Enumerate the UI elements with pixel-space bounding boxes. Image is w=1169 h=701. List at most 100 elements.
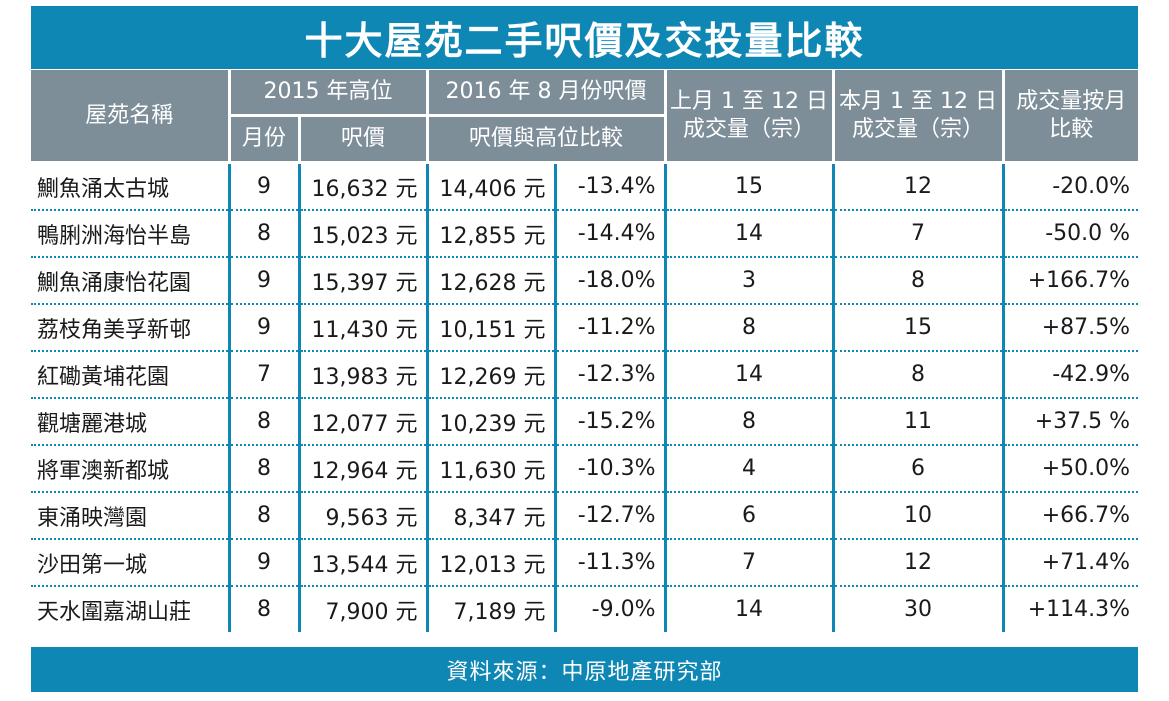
this-month-volume-cell: 8 — [831, 351, 1004, 399]
month-cell: 8 — [227, 492, 299, 540]
header-mom-compare: 成交量按月 比較 — [1001, 70, 1139, 164]
price-cell: 10,151 元 — [425, 304, 556, 352]
mom-cell: +166.7% — [1001, 257, 1139, 305]
header-2016-aug: 2016 年 8 月份呎價 — [425, 70, 666, 117]
mom-cell: +87.5% — [1001, 304, 1139, 352]
diff-cell: -12.3% — [553, 351, 666, 399]
last-month-volume-cell: 7 — [663, 539, 834, 587]
table-row: 天水圍嘉湖山莊 8 7,900 元 7,189 元 -9.0% 14 30 +114.3% — [31, 586, 1139, 632]
month-cell: 8 — [227, 445, 299, 493]
price-cell: 12,855 元 — [425, 210, 556, 258]
diff-cell: -15.2% — [553, 398, 666, 446]
month-cell: 9 — [227, 304, 299, 352]
this-month-volume-cell: 15 — [831, 304, 1004, 352]
this-month-volume-cell: 6 — [831, 445, 1004, 493]
price-cell: 8,347 元 — [425, 492, 556, 540]
high-price-cell: 16,632 元 — [297, 162, 428, 211]
estate-name-cell: 鰂魚涌康怡花園 — [31, 257, 229, 305]
price-cell: 14,406 元 — [425, 162, 556, 211]
table-row: 東涌映灣園 8 9,563 元 8,347 元 -12.7% 6 10 +66.7% — [31, 492, 1139, 540]
price-cell: 7,189 元 — [425, 586, 556, 632]
table-row: 將軍澳新都城 8 12,964 元 11,630 元 -10.3% 4 6 +50.0% — [31, 445, 1139, 493]
table-body: 鰂魚涌太古城 9 16,632 元 14,406 元 -13.4% 15 12 -20.0% 鴨… — [31, 162, 1139, 632]
price-cell: 12,013 元 — [425, 539, 556, 587]
diff-cell: -13.4% — [553, 162, 666, 211]
high-price-cell: 15,397 元 — [297, 257, 428, 305]
mom-cell: +50.0% — [1001, 445, 1139, 493]
header-price: 呎價 — [297, 115, 428, 164]
high-price-cell: 12,077 元 — [297, 398, 428, 446]
last-month-volume-cell: 14 — [663, 210, 834, 258]
diff-cell: -11.3% — [553, 539, 666, 587]
mom-cell: -20.0% — [1001, 162, 1139, 211]
month-cell: 8 — [227, 210, 299, 258]
estate-name-cell: 將軍澳新都城 — [31, 445, 229, 493]
mom-cell: +71.4% — [1001, 539, 1139, 587]
month-cell: 8 — [227, 586, 299, 632]
this-month-volume-cell: 12 — [831, 162, 1004, 211]
high-price-cell: 7,900 元 — [297, 586, 428, 632]
table-row: 鴨脷洲海怡半島 8 15,023 元 12,855 元 -14.4% 14 7 -50.0 % — [31, 210, 1139, 258]
last-month-volume-cell: 8 — [663, 398, 834, 446]
high-price-cell: 13,983 元 — [297, 351, 428, 399]
last-month-volume-cell: 4 — [663, 445, 834, 493]
diff-cell: -10.3% — [553, 445, 666, 493]
month-cell: 7 — [227, 351, 299, 399]
table-row: 觀塘麗港城 8 12,077 元 10,239 元 -15.2% 8 11 +37.5 % — [31, 398, 1139, 446]
mom-cell: +114.3% — [1001, 586, 1139, 632]
price-cell: 11,630 元 — [425, 445, 556, 493]
diff-cell: -11.2% — [553, 304, 666, 352]
estate-name-cell: 紅磡黃埔花園 — [31, 351, 229, 399]
mom-cell: +66.7% — [1001, 492, 1139, 540]
source-note: 資料來源：中原地產研究部 — [31, 647, 1138, 692]
estate-name-cell: 鴨脷洲海怡半島 — [31, 210, 229, 258]
last-month-volume-cell: 14 — [663, 586, 834, 632]
price-cell: 12,269 元 — [425, 351, 556, 399]
header-this-month-volume: 本月 1 至 12 日成交量（宗） — [831, 70, 1004, 164]
price-cell: 12,628 元 — [425, 257, 556, 305]
last-month-volume-cell: 15 — [663, 162, 834, 211]
month-cell: 9 — [227, 162, 299, 211]
table-row: 鰂魚涌康怡花園 9 15,397 元 12,628 元 -18.0% 3 8 +166.7% — [31, 257, 1139, 305]
estate-name-cell: 荔枝角美孚新邨 — [31, 304, 229, 352]
estate-name-cell: 觀塘麗港城 — [31, 398, 229, 446]
mom-cell: -50.0 % — [1001, 210, 1139, 258]
month-cell: 9 — [227, 539, 299, 587]
table-graphic: 十大屋苑二手呎價及交投量比較 屋苑名稱 2015 年高位 2016 年 8 月份… — [31, 6, 1139, 692]
high-price-cell: 11,430 元 — [297, 304, 428, 352]
header-month: 月份 — [227, 115, 299, 164]
estate-name-cell: 鰂魚涌太古城 — [31, 162, 229, 211]
month-cell: 8 — [227, 398, 299, 446]
price-table: 屋苑名稱 2015 年高位 2016 年 8 月份呎價 上月 1 至 12 日成… — [31, 70, 1139, 632]
table-row: 紅磡黃埔花園 7 13,983 元 12,269 元 -12.3% 14 8 -42.9% — [31, 351, 1139, 399]
last-month-volume-cell: 6 — [663, 492, 834, 540]
this-month-volume-cell: 11 — [831, 398, 1004, 446]
this-month-volume-cell: 8 — [831, 257, 1004, 305]
high-price-cell: 15,023 元 — [297, 210, 428, 258]
month-cell: 9 — [227, 257, 299, 305]
table-row: 鰂魚涌太古城 9 16,632 元 14,406 元 -13.4% 15 12 -20.0% — [31, 162, 1139, 211]
high-price-cell: 9,563 元 — [297, 492, 428, 540]
estate-name-cell: 東涌映灣園 — [31, 492, 229, 540]
last-month-volume-cell: 14 — [663, 351, 834, 399]
high-price-cell: 13,544 元 — [297, 539, 428, 587]
estate-name-cell: 沙田第一城 — [31, 539, 229, 587]
header-name: 屋苑名稱 — [31, 70, 229, 164]
header-vs-high: 呎價與高位比較 — [425, 115, 666, 164]
table-title: 十大屋苑二手呎價及交投量比較 — [31, 6, 1138, 69]
diff-cell: -12.7% — [553, 492, 666, 540]
header-last-month-volume: 上月 1 至 12 日成交量（宗） — [663, 70, 834, 164]
table-row: 荔枝角美孚新邨 9 11,430 元 10,151 元 -11.2% 8 15 +87.5% — [31, 304, 1139, 352]
this-month-volume-cell: 12 — [831, 539, 1004, 587]
diff-cell: -14.4% — [553, 210, 666, 258]
this-month-volume-cell: 7 — [831, 210, 1004, 258]
last-month-volume-cell: 3 — [663, 257, 834, 305]
diff-cell: -9.0% — [553, 586, 666, 632]
high-price-cell: 12,964 元 — [297, 445, 428, 493]
estate-name-cell: 天水圍嘉湖山莊 — [37, 599, 192, 625]
diff-cell: -18.0% — [553, 257, 666, 305]
price-cell: 10,239 元 — [425, 398, 556, 446]
mom-cell: -42.9% — [1001, 351, 1139, 399]
header-2015-high: 2015 年高位 — [227, 70, 428, 117]
last-month-volume-cell: 8 — [663, 304, 834, 352]
